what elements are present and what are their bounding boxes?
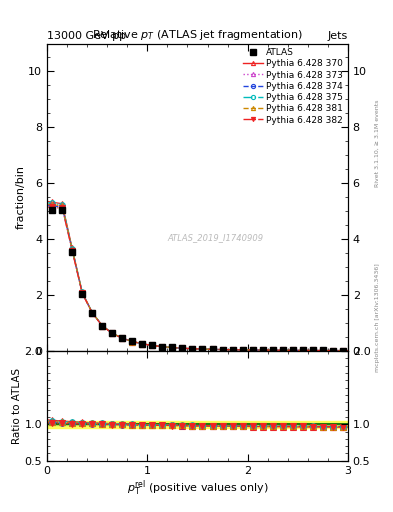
Text: 13000 GeV pp: 13000 GeV pp — [47, 31, 126, 41]
Text: Rivet 3.1.10, ≥ 3.1M events: Rivet 3.1.10, ≥ 3.1M events — [375, 100, 380, 187]
Bar — [47, 420, 348, 428]
Text: ATLAS_2019_I1740909: ATLAS_2019_I1740909 — [167, 233, 264, 242]
Text: Jets: Jets — [327, 31, 348, 41]
Legend: ATLAS, Pythia 6.428 370, Pythia 6.428 373, Pythia 6.428 374, Pythia 6.428 375, P: ATLAS, Pythia 6.428 370, Pythia 6.428 37… — [240, 46, 346, 127]
Y-axis label: fraction/bin: fraction/bin — [15, 165, 26, 229]
Y-axis label: Ratio to ATLAS: Ratio to ATLAS — [12, 368, 22, 444]
X-axis label: $p_{\rm T}^{\rm rel}$ (positive values only): $p_{\rm T}^{\rm rel}$ (positive values o… — [127, 478, 268, 498]
Text: mcplots.cern.ch [arXiv:1306.3436]: mcplots.cern.ch [arXiv:1306.3436] — [375, 263, 380, 372]
Bar — [47, 423, 348, 425]
Title: Relative $p_{T}$ (ATLAS jet fragmentation): Relative $p_{T}$ (ATLAS jet fragmentatio… — [92, 28, 303, 42]
